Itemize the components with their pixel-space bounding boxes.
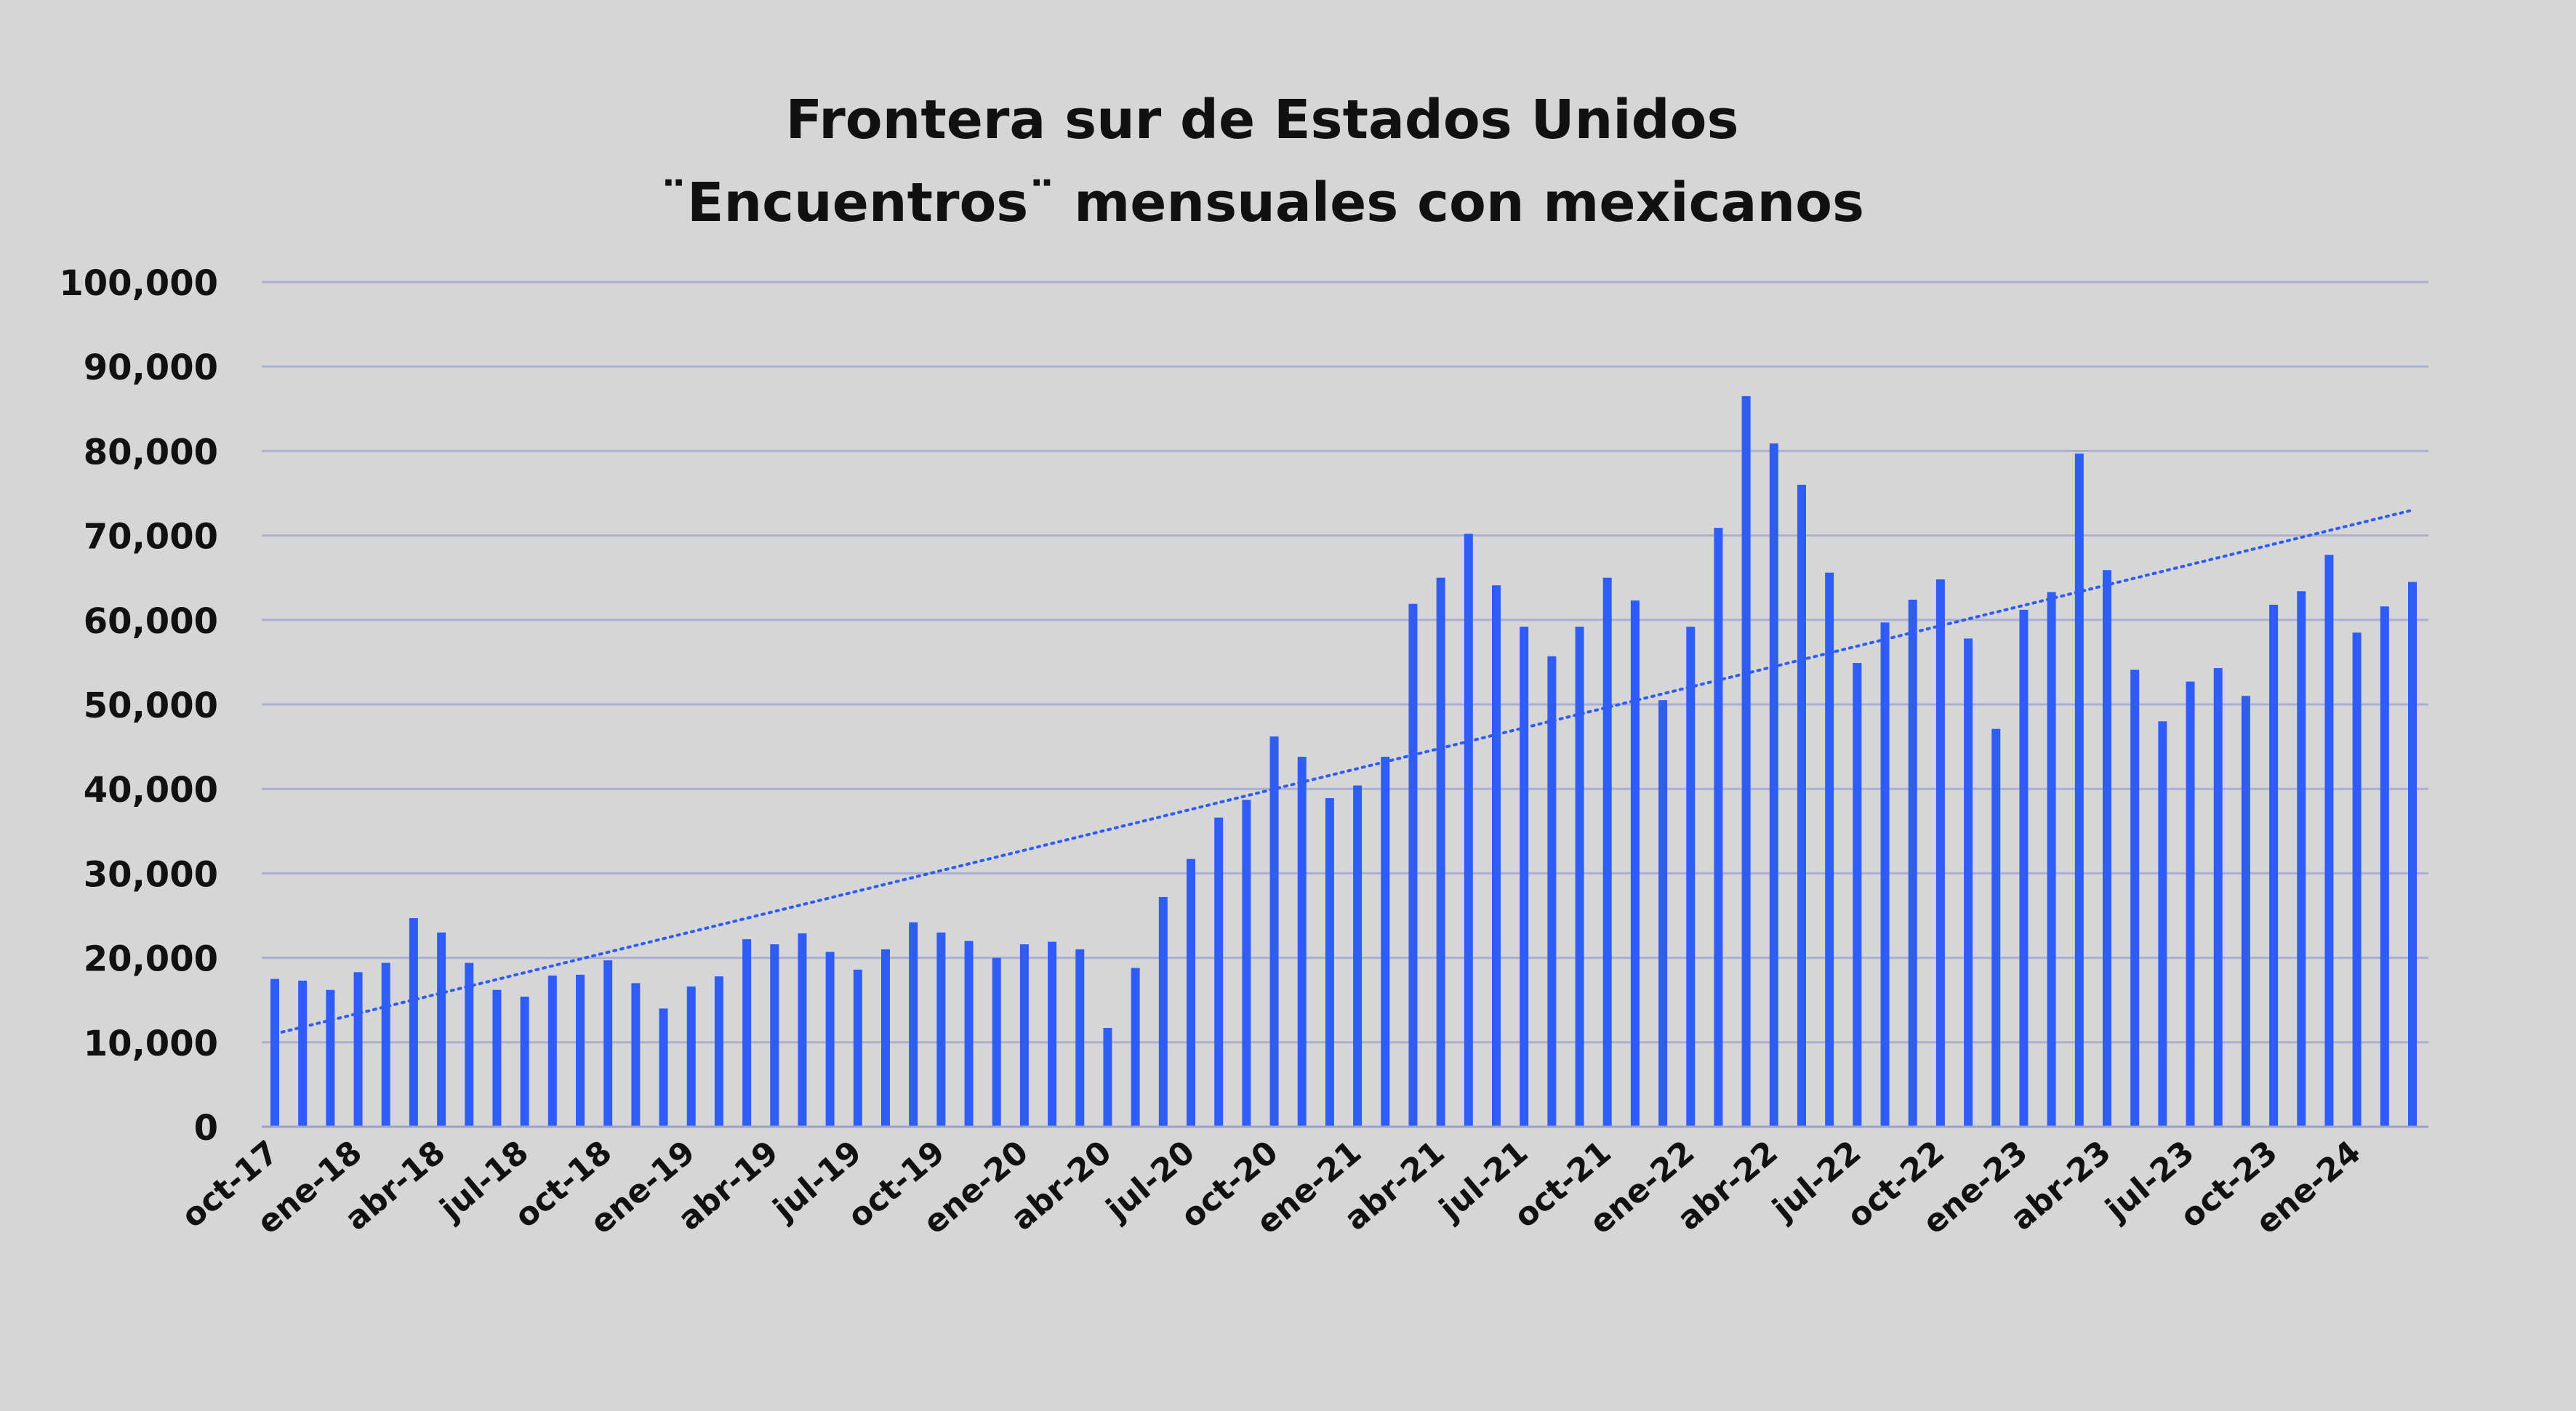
- y-tick-label: 60,000: [84, 601, 218, 642]
- bar: [1964, 638, 1973, 1127]
- bar: [1853, 663, 1862, 1127]
- y-tick-label: 100,000: [59, 263, 218, 304]
- bar: [2130, 670, 2140, 1127]
- bar: [770, 944, 779, 1127]
- chart-subtitle: ¨Encuentros¨ mensuales con mexicanos: [660, 172, 1864, 234]
- y-tick-label: 50,000: [84, 686, 218, 726]
- bar: [1297, 757, 1307, 1127]
- bar: [2074, 453, 2084, 1127]
- y-tick-label: 40,000: [84, 770, 218, 811]
- bar: [1158, 896, 1168, 1127]
- y-axis-ticks: 0 10,000 20,000 30,000 40,000 50,000 60,000 70,…: [59, 263, 218, 1149]
- bar: [1935, 579, 1945, 1127]
- y-tick-label: 20,000: [84, 939, 218, 980]
- bar: [686, 986, 696, 1127]
- bar: [659, 1008, 668, 1127]
- bar: [2297, 591, 2306, 1127]
- bar: [1602, 577, 1612, 1127]
- bar: [2103, 570, 2111, 1127]
- bar: [1908, 599, 1917, 1127]
- trend-line: [273, 508, 2414, 1036]
- bar: [2324, 555, 2334, 1127]
- bar: [381, 962, 390, 1127]
- y-tick-label: 90,000: [84, 347, 218, 388]
- bar: [1880, 622, 1890, 1127]
- bar: [2213, 668, 2223, 1127]
- bar: [1269, 736, 1279, 1127]
- bar: [631, 983, 641, 1127]
- bar: [2019, 609, 2029, 1127]
- bar: [353, 972, 363, 1127]
- bar: [2158, 721, 2167, 1127]
- bar: [409, 917, 418, 1127]
- y-tick-label: 0: [194, 1108, 218, 1149]
- bar: [1131, 968, 1140, 1127]
- bar: [1103, 1028, 1112, 1127]
- bar: [1714, 528, 1723, 1127]
- bar: [1686, 627, 1696, 1127]
- bar: [1075, 949, 1085, 1127]
- bar: [2380, 606, 2389, 1127]
- bar: [1658, 700, 1668, 1127]
- bar: [298, 980, 308, 1127]
- bar: [1520, 627, 1529, 1127]
- bar: [2269, 604, 2279, 1127]
- bar: [714, 976, 723, 1127]
- y-tick-label: 80,000: [84, 432, 218, 473]
- bar: [547, 976, 557, 1127]
- bar: [2352, 632, 2362, 1127]
- bar: [270, 978, 279, 1127]
- bar: [1492, 585, 1501, 1127]
- bar: [936, 932, 946, 1127]
- bar: [1381, 757, 1390, 1127]
- bar: [2186, 681, 2195, 1127]
- bar: [1741, 395, 1751, 1127]
- bar: [853, 969, 862, 1127]
- bar: [881, 949, 890, 1127]
- bar: [1019, 944, 1029, 1127]
- bar: [1464, 534, 1473, 1127]
- bar: [603, 960, 613, 1127]
- bar: [1825, 572, 1834, 1127]
- bar: [1242, 800, 1251, 1127]
- chart-title: Frontera sur de Estados Unidos: [785, 89, 1738, 151]
- bar: [465, 962, 474, 1127]
- bar: [1408, 603, 1418, 1127]
- bar: [437, 932, 446, 1127]
- bar: [1991, 728, 2001, 1127]
- bar: [2047, 592, 2056, 1127]
- bar: [1547, 656, 1557, 1127]
- bar: [992, 957, 1001, 1127]
- bar: [492, 989, 502, 1127]
- bar: [798, 933, 807, 1127]
- bar: [964, 941, 974, 1127]
- gridlines: [262, 281, 2428, 1044]
- bar: [1769, 443, 1778, 1127]
- bar: [1797, 484, 1806, 1127]
- bar: [1214, 817, 1224, 1127]
- y-tick-label: 10,000: [84, 1024, 218, 1064]
- bar: [1048, 941, 1057, 1127]
- bar: [2241, 696, 2250, 1127]
- bar: [742, 939, 752, 1127]
- x-axis-ticks: oct-17ene-18abr-18jul-18oct-18ene-19abr-…: [174, 1133, 2368, 1242]
- bar: [576, 974, 585, 1127]
- bar: [1353, 785, 1363, 1127]
- bar: [520, 997, 529, 1127]
- bar: [909, 922, 918, 1127]
- bar: [1436, 577, 1445, 1127]
- bar: [1630, 600, 1640, 1127]
- bar: [1575, 627, 1584, 1127]
- bar: [825, 952, 835, 1127]
- bar: [1187, 859, 1195, 1127]
- bar: [2408, 582, 2417, 1127]
- y-tick-label: 70,000: [84, 517, 218, 558]
- y-tick-label: 30,000: [84, 854, 218, 895]
- bar: [326, 989, 335, 1127]
- bars: [270, 395, 2417, 1127]
- bar: [1325, 797, 1334, 1127]
